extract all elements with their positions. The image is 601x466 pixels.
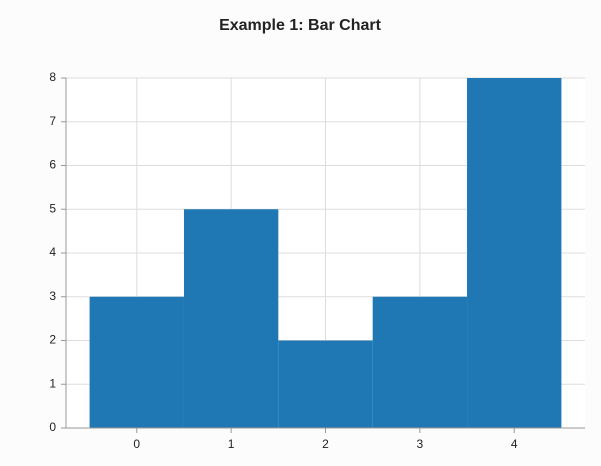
x-tick-label: 4 xyxy=(511,437,518,451)
chart-title: Example 1: Bar Chart xyxy=(219,17,382,34)
y-tick-label: 8 xyxy=(49,70,56,84)
y-tick-label: 4 xyxy=(49,245,56,259)
y-tick-label: 3 xyxy=(49,289,56,303)
bar xyxy=(467,78,562,428)
x-tick-label: 3 xyxy=(417,437,424,451)
x-tick-label: 2 xyxy=(322,437,329,451)
bar xyxy=(372,296,468,428)
y-tick-label: 2 xyxy=(49,333,56,347)
y-tick-label: 1 xyxy=(49,376,56,390)
bar xyxy=(89,296,184,428)
y-tick-label: 7 xyxy=(49,114,56,128)
bar xyxy=(183,209,279,428)
bar xyxy=(278,340,373,428)
y-tick-label: 5 xyxy=(49,201,56,215)
y-tick-label: 0 xyxy=(49,420,56,434)
y-tick-label: 6 xyxy=(49,158,56,172)
x-tick-label: 1 xyxy=(228,437,235,451)
x-tick-label: 0 xyxy=(133,437,140,451)
